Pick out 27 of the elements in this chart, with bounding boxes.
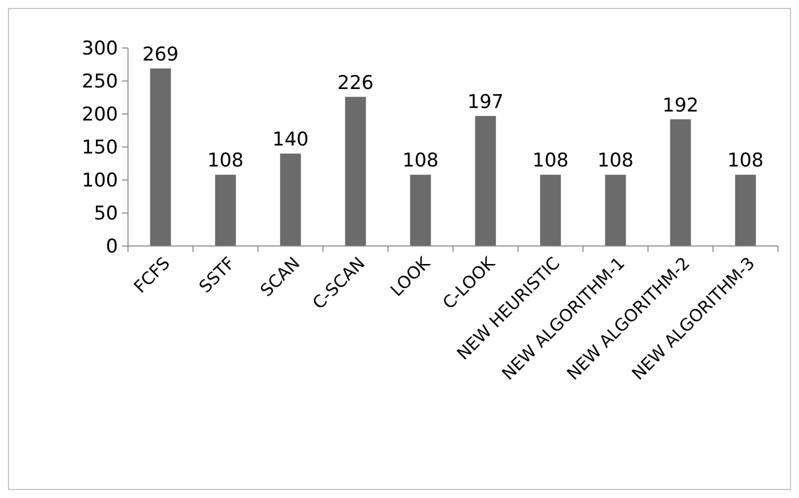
y-tick-label: 250: [82, 70, 118, 93]
y-tick-label: 50: [94, 202, 118, 225]
data-label: 197: [467, 90, 504, 113]
bar: [670, 119, 691, 246]
bar: [605, 174, 626, 246]
bar: [540, 174, 561, 246]
data-label: 140: [272, 128, 309, 151]
y-tick-label: 300: [82, 38, 118, 60]
bar: [150, 68, 171, 246]
bar: [215, 174, 236, 246]
bar: [280, 154, 301, 246]
y-tick-label: 0: [106, 236, 118, 258]
bar: [475, 116, 496, 246]
data-label: 108: [532, 150, 569, 172]
bar: [345, 96, 366, 246]
y-tick-label: 150: [82, 136, 118, 159]
data-label: 192: [662, 94, 699, 116]
data-label: 108: [727, 150, 764, 172]
data-label: 269: [142, 43, 179, 66]
data-label: 108: [597, 150, 634, 172]
data-label: 108: [207, 150, 244, 172]
y-tick-label: 100: [82, 170, 118, 192]
bar: [735, 174, 756, 246]
y-tick-label: 200: [82, 104, 118, 126]
bar: [410, 174, 431, 246]
data-label: 108: [402, 150, 439, 172]
data-label: 226: [337, 72, 374, 94]
